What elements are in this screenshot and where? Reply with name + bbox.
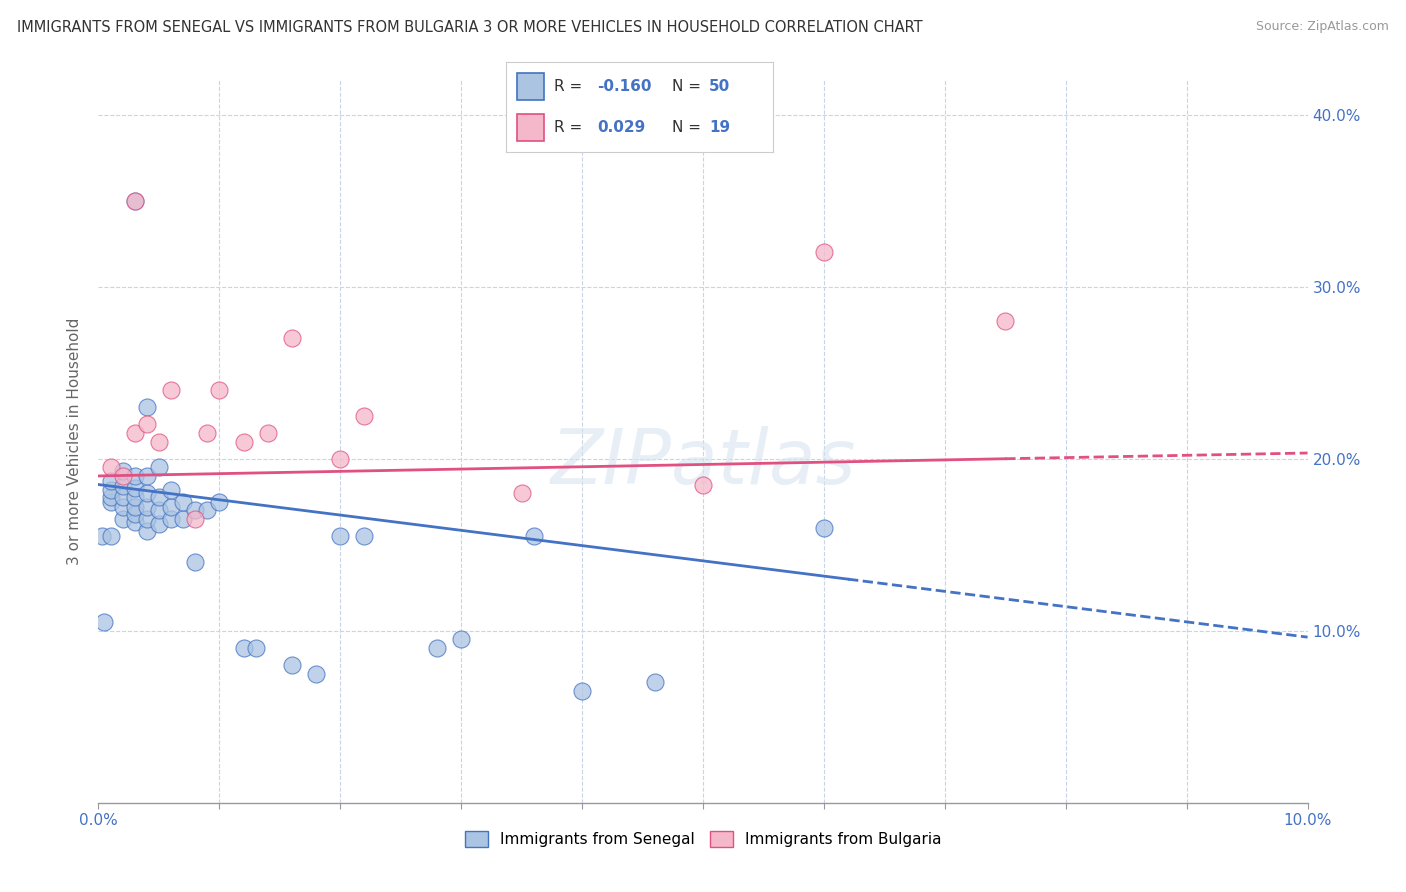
Point [135,400,157,414]
Text: R =: R = [554,120,588,135]
Point [148,517,170,532]
Text: 19: 19 [709,120,730,135]
Point [135,469,157,483]
Text: ZIPatlas: ZIPatlas [550,426,856,500]
Point [160,383,183,397]
Point [160,500,183,514]
Y-axis label: 3 or more Vehicles in Household: 3 or more Vehicles in Household [67,318,83,566]
Point [329,451,352,466]
Point [111,469,134,483]
Point [111,464,134,478]
Point [426,640,449,655]
Point [91,529,114,543]
Point [813,520,835,534]
Point [692,477,714,491]
Point [124,425,146,440]
Text: -0.160: -0.160 [598,79,651,94]
Point [571,684,593,698]
Text: N =: N = [672,79,706,94]
Point [124,469,146,483]
Point [111,490,134,504]
Point [172,494,194,508]
Text: N =: N = [672,120,706,135]
Point [195,503,218,517]
Point [93,615,115,630]
Point [124,500,146,514]
Point [100,483,122,497]
Point [124,516,146,530]
Point [195,425,218,440]
Point [135,500,157,514]
Point [281,658,304,673]
Point [184,512,207,526]
Point [160,483,183,497]
Point [148,460,170,475]
Point [100,529,122,543]
Point [124,490,146,504]
Point [172,512,194,526]
Point [813,245,835,260]
Text: R =: R = [554,79,588,94]
Point [111,479,134,493]
Point [232,434,254,449]
Point [184,503,207,517]
Point [100,460,122,475]
Point [353,529,375,543]
Point [994,314,1017,328]
Point [135,524,157,538]
Point [184,555,207,569]
Point [305,666,328,681]
Point [232,640,254,655]
Point [124,194,146,208]
Point [450,632,472,647]
Text: 50: 50 [709,79,731,94]
Point [208,383,231,397]
Point [245,640,267,655]
Point [100,490,122,504]
Point [124,194,146,208]
Point [111,512,134,526]
Point [329,529,352,543]
Point [523,529,546,543]
Point [135,417,157,432]
Point [111,500,134,514]
Point [124,507,146,521]
Point [135,512,157,526]
Point [281,331,304,345]
Legend: Immigrants from Senegal, Immigrants from Bulgaria: Immigrants from Senegal, Immigrants from… [458,825,948,853]
Point [100,474,122,488]
Point [135,486,157,500]
Text: Source: ZipAtlas.com: Source: ZipAtlas.com [1256,20,1389,33]
FancyBboxPatch shape [517,114,544,141]
Point [148,503,170,517]
Point [100,494,122,508]
Point [148,434,170,449]
Point [124,481,146,495]
Point [208,494,231,508]
Point [160,512,183,526]
Point [148,490,170,504]
Point [644,675,666,690]
FancyBboxPatch shape [517,73,544,100]
Text: IMMIGRANTS FROM SENEGAL VS IMMIGRANTS FROM BULGARIA 3 OR MORE VEHICLES IN HOUSEH: IMMIGRANTS FROM SENEGAL VS IMMIGRANTS FR… [17,20,922,35]
Point [256,425,278,440]
Point [353,409,375,423]
Text: 0.029: 0.029 [598,120,645,135]
Point [510,486,533,500]
